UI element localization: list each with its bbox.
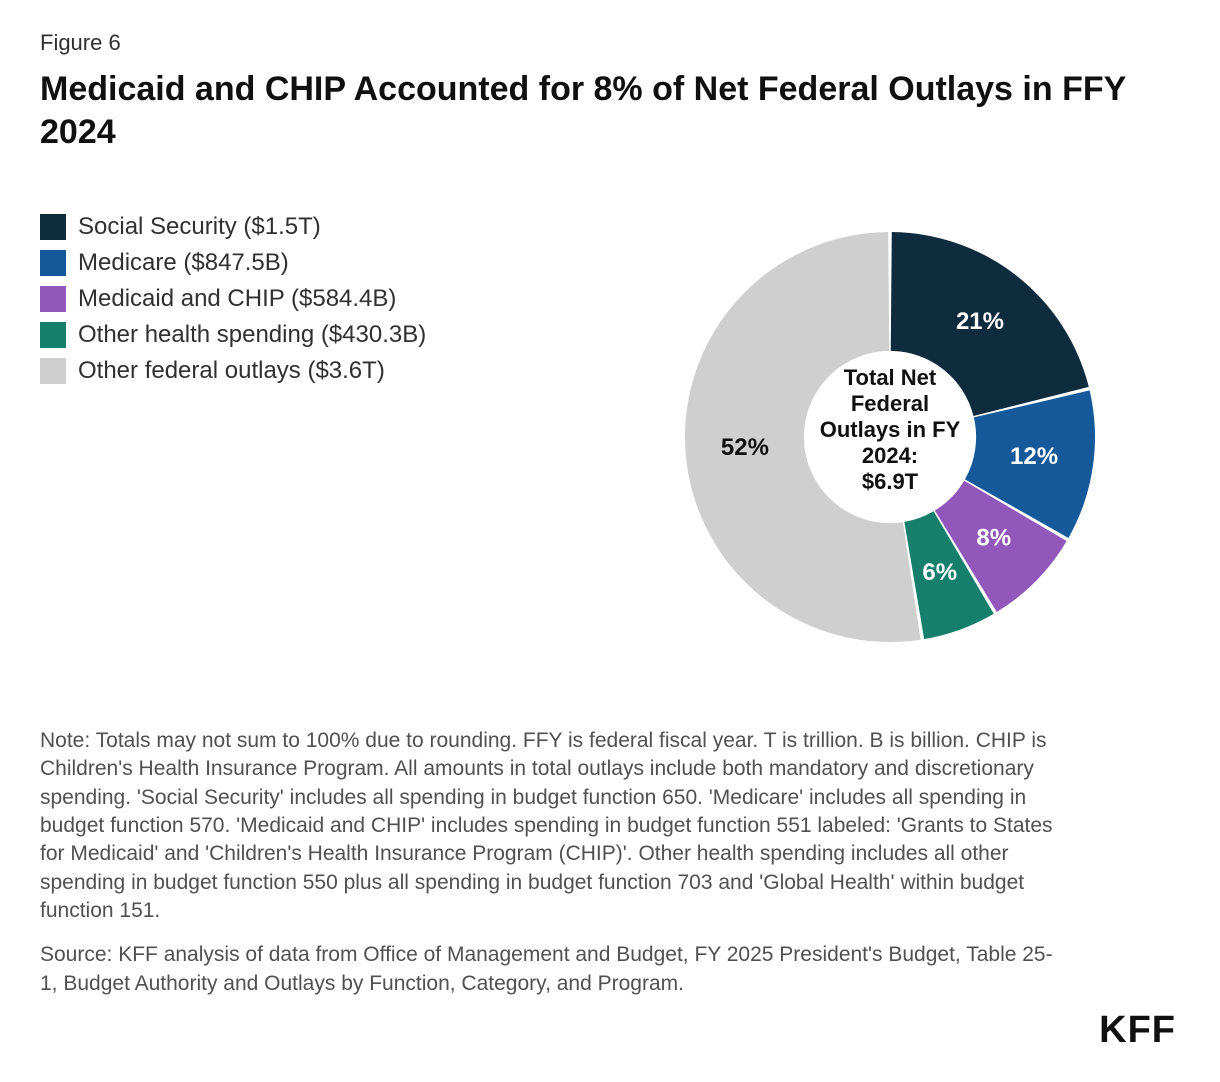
legend-item-social_security: Social Security ($1.5T) — [40, 213, 600, 241]
slice-label-other_federal_outlays: 52% — [721, 434, 769, 461]
legend-item-medicare: Medicare ($847.5B) — [40, 249, 600, 277]
donut-center-line: 2024: — [862, 443, 918, 468]
chart-title: Medicaid and CHIP Accounted for 8% of Ne… — [40, 68, 1160, 153]
kff-logo: KFF — [1099, 1009, 1176, 1052]
legend-swatch-icon — [40, 250, 66, 276]
donut-center-line: Total Net — [844, 365, 937, 390]
legend-item-other_federal_outlays: Other federal outlays ($3.6T) — [40, 357, 600, 385]
donut-chart: 21% 12% 8% 6% 52% Total NetFederalOutlays in … — [660, 207, 1120, 667]
legend-label: Other federal outlays ($3.6T) — [78, 357, 385, 385]
chart-row: Social Security ($1.5T) Medicare ($847.5B… — [40, 207, 1180, 667]
note-text: Note: Totals may not sum to 100% due to … — [40, 727, 1060, 925]
donut-center-line: Outlays in FY — [820, 417, 961, 442]
legend-swatch-icon — [40, 358, 66, 384]
source-text: Source: KFF analysis of data from Office… — [40, 941, 1060, 998]
legend: Social Security ($1.5T) Medicare ($847.5B… — [40, 207, 600, 385]
legend-label: Social Security ($1.5T) — [78, 213, 321, 241]
legend-item-medicaid_chip: Medicaid and CHIP ($584.4B) — [40, 285, 600, 313]
figure-label: Figure 6 — [40, 30, 1180, 56]
slice-label-other_health: 6% — [922, 559, 957, 586]
legend-label: Medicare ($847.5B) — [78, 249, 289, 277]
legend-label: Medicaid and CHIP ($584.4B) — [78, 285, 396, 313]
legend-swatch-icon — [40, 286, 66, 312]
legend-label: Other health spending ($430.3B) — [78, 321, 426, 349]
legend-swatch-icon — [40, 214, 66, 240]
donut-wrap: 21% 12% 8% 6% 52% Total NetFederalOutlays in … — [600, 207, 1180, 667]
legend-swatch-icon — [40, 322, 66, 348]
donut-center-line: $6.9T — [862, 469, 919, 494]
donut-center-line: Federal — [851, 391, 929, 416]
legend-item-other_health: Other health spending ($430.3B) — [40, 321, 600, 349]
figure-container: Figure 6 Medicaid and CHIP Accounted for… — [0, 0, 1220, 1082]
slice-label-medicaid_chip: 8% — [976, 524, 1011, 551]
slice-label-social_security: 21% — [956, 308, 1004, 335]
slice-label-medicare: 12% — [1010, 443, 1058, 470]
